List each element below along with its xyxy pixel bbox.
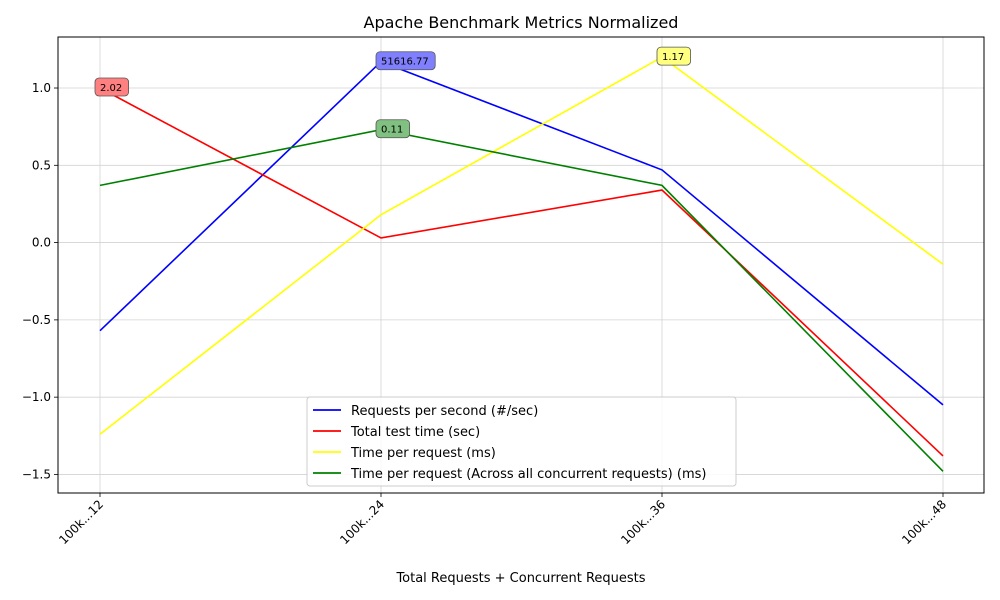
x-tick-label: 100k...24 <box>337 497 387 547</box>
plot-frame <box>57 36 985 494</box>
legend-label: Requests per second (#/sec) <box>351 404 538 419</box>
annotation-box <box>656 46 691 66</box>
annotation-label: 0.11 <box>381 125 403 136</box>
x-axis-ticks: 100k...12 100k...24 100k...36 100k...48 <box>56 493 949 547</box>
y-tick-label: −1.0 <box>22 390 51 404</box>
x-tick-label: 100k...12 <box>56 497 106 547</box>
series-line <box>99 87 944 457</box>
series-lines <box>99 56 944 472</box>
grid <box>58 37 984 493</box>
chart-title: Apache Benchmark Metrics Normalized <box>364 13 679 32</box>
series-line <box>99 56 944 435</box>
legend-label: Time per request (Across all concurrent … <box>350 467 706 482</box>
x-tick-label: 100k...48 <box>899 497 949 547</box>
y-tick-label: −1.5 <box>22 467 51 481</box>
legend-label: Total test time (sec) <box>350 425 480 440</box>
y-tick-label: −0.5 <box>22 313 51 327</box>
annotation-label: 2.02 <box>100 83 122 94</box>
legend: Requests per second (#/sec) Total test ti… <box>306 396 737 487</box>
annotation-label: 1.17 <box>662 52 684 63</box>
annotation-box <box>375 51 436 71</box>
y-tick-label: 1.0 <box>32 81 51 95</box>
y-tick-label: 0.0 <box>32 236 51 250</box>
annotation-label: 51616.77 <box>381 57 429 68</box>
y-axis-ticks: −1.5 −1.0 −0.5 0.0 0.5 1.0 <box>22 81 58 481</box>
series-line <box>99 60 944 406</box>
series-line <box>99 128 944 472</box>
y-tick-label: 0.5 <box>32 158 51 172</box>
x-axis-label: Total Requests + Concurrent Requests <box>395 571 645 586</box>
annotation-box <box>94 77 129 97</box>
legend-box <box>306 396 737 487</box>
annotations: 51616.77 2.02 1.17 0.11 <box>94 46 691 139</box>
x-tick-label: 100k...36 <box>618 497 668 547</box>
annotation-box <box>375 119 410 139</box>
legend-label: Time per request (ms) <box>350 446 496 461</box>
